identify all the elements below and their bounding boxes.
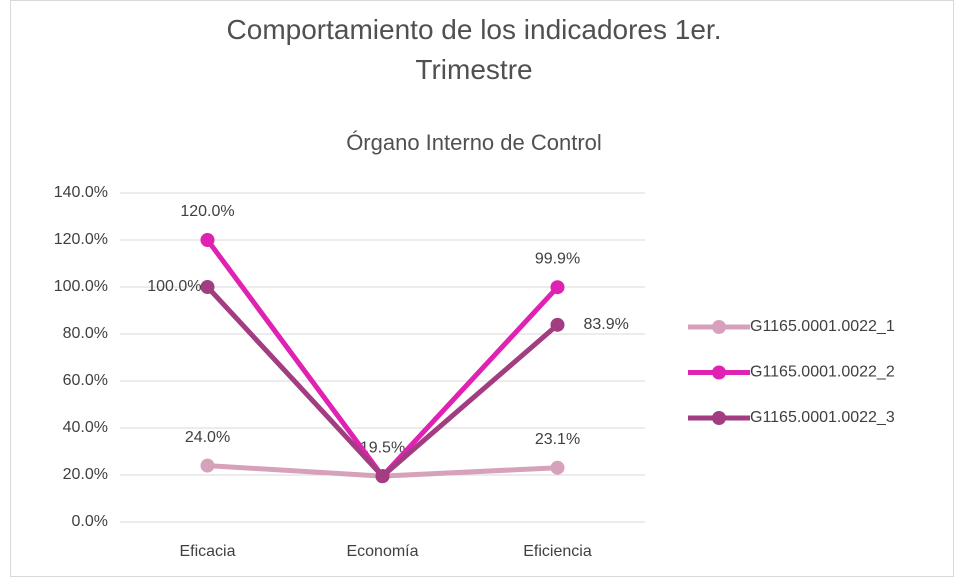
x-tick-label: Eficacia [179,543,235,560]
data-label: 99.9% [535,250,580,267]
point [200,233,215,247]
y-tick-label: 120.0% [54,231,108,248]
y-tick-label: 40.0% [63,419,108,436]
chart-title: Comportamiento de los indicadores 1er. T… [226,14,722,85]
legend-marker [712,365,726,380]
legend-marker [712,411,726,425]
y-tick-label: 0.0% [72,513,108,530]
legend-label: G1165.0001.0022_3 [750,409,895,426]
data-label: 100.0% [147,278,201,295]
y-tick-label: 100.0% [54,278,108,295]
data-label: 23.1% [535,431,580,448]
point [550,460,565,475]
x-tick-label: Economía [346,543,418,560]
point [550,280,565,295]
data-label: 19.5% [360,439,405,456]
chart-frame [10,0,954,577]
point [200,280,215,294]
data-label: 83.9% [584,316,629,333]
data-label: 120.0% [180,203,234,220]
x-tick-label: Eficiencia [523,543,592,560]
chart-subtitle: Órgano Interno de Control [346,130,602,155]
y-tick-label: 80.0% [63,325,108,342]
point [375,469,390,484]
legend-label: G1165.0001.0022_2 [750,364,895,381]
legend-label: G1165.0001.0022_1 [750,318,895,335]
legend-marker [712,320,726,334]
point [200,458,215,473]
y-tick-label: 140.0% [54,184,108,201]
data-label: 24.0% [185,429,230,446]
y-tick-label: 60.0% [63,372,108,389]
point [550,317,565,332]
y-tick-label: 20.0% [63,466,108,483]
